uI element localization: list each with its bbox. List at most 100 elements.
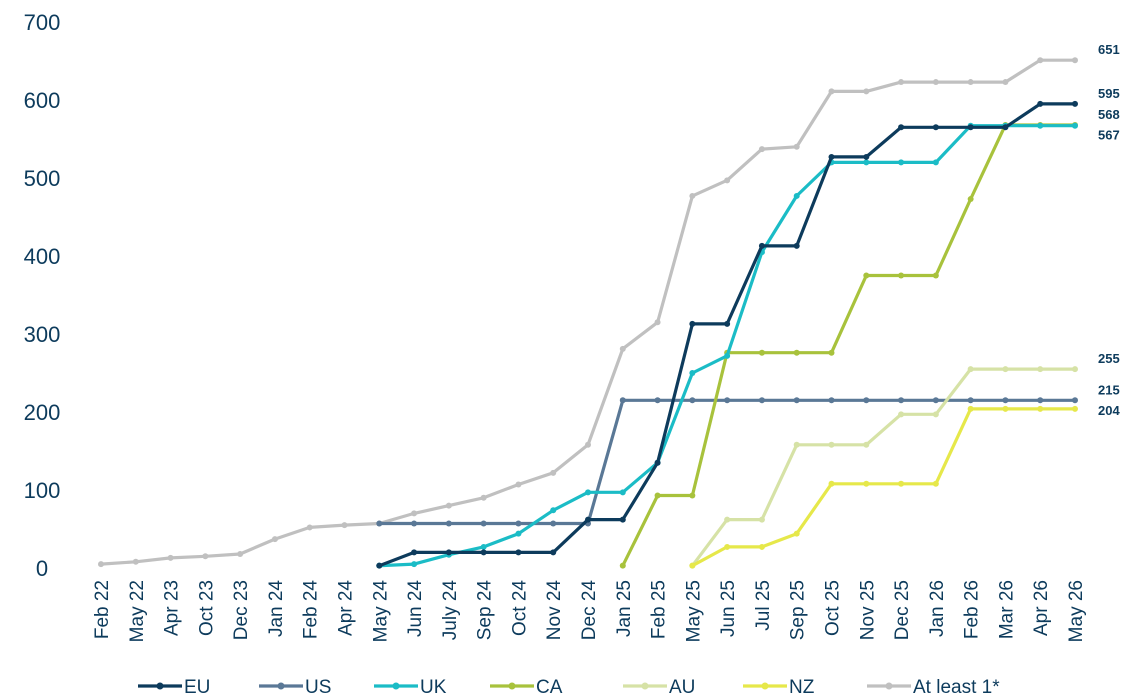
legend-swatch-marker [156, 682, 164, 690]
x-tick-label: Feb 25 [649, 580, 670, 639]
y-tick-label: 500 [24, 166, 61, 191]
legend-item: US [259, 677, 331, 698]
data-point [932, 272, 939, 279]
data-point [654, 492, 661, 499]
data-point [793, 530, 800, 537]
data-point [828, 480, 835, 487]
data-point [445, 502, 452, 509]
end-value-label: 215 [1098, 382, 1120, 397]
data-point [445, 549, 452, 556]
data-point [863, 272, 870, 279]
data-point [237, 550, 244, 557]
legend-swatch-marker [392, 682, 400, 690]
series-eu [376, 100, 1078, 569]
data-point [1072, 100, 1078, 107]
y-tick-label: 400 [24, 244, 61, 269]
data-point [932, 79, 939, 86]
end-labels: 595 215 567 568 255 204 651 [1098, 42, 1120, 418]
data-point [550, 520, 557, 527]
y-tick-label: 600 [24, 88, 61, 113]
data-point [550, 507, 557, 514]
legend-label: EU [184, 677, 210, 698]
data-point [515, 520, 522, 527]
legend-item: UK [374, 677, 447, 698]
x-tick-label: Feb 26 [962, 580, 983, 639]
data-point [863, 441, 870, 448]
series-line [621, 123, 1077, 568]
data-point [689, 562, 696, 569]
data-point [376, 562, 383, 569]
data-point [828, 349, 835, 356]
data-point [689, 397, 696, 404]
series-line [99, 58, 1077, 566]
data-point [341, 522, 348, 529]
data-point [863, 159, 870, 166]
data-point [967, 196, 974, 203]
x-tick-label: Oct 25 [823, 580, 844, 636]
data-point [828, 397, 835, 404]
legend-item: NZ [743, 677, 815, 698]
data-point [898, 272, 905, 279]
data-point [1072, 405, 1078, 412]
data-point [1072, 397, 1078, 404]
data-point [411, 510, 418, 517]
series-line [690, 407, 1077, 568]
y-tick-label: 200 [24, 400, 61, 425]
end-value-label: 255 [1098, 351, 1120, 366]
data-point [758, 242, 765, 249]
x-tick-label: Oct 23 [196, 580, 217, 636]
data-point [967, 124, 974, 131]
series-line [377, 398, 1077, 526]
data-point [1037, 57, 1044, 64]
data-point [724, 543, 731, 550]
data-point [1037, 366, 1044, 373]
x-tick-label: Dec 23 [231, 580, 252, 640]
x-tick-label: May 24 [370, 580, 391, 643]
data-point [758, 397, 765, 404]
data-point [411, 561, 418, 568]
data-point [828, 153, 835, 160]
data-point [619, 516, 626, 523]
data-point [1037, 397, 1044, 404]
data-point [932, 411, 939, 418]
data-point [898, 124, 905, 131]
data-point [1037, 100, 1044, 107]
x-tick-label: Jan 25 [614, 580, 635, 637]
legend-swatch-marker [641, 682, 649, 690]
data-point [1002, 405, 1009, 412]
data-point [480, 520, 487, 527]
end-value-label: 568 [1098, 107, 1120, 122]
data-point [932, 480, 939, 487]
y-tick-label: 300 [24, 322, 61, 347]
data-point [1002, 79, 1009, 86]
data-point [654, 459, 661, 466]
data-point [480, 549, 487, 556]
data-point [480, 494, 487, 501]
data-point [550, 549, 557, 556]
x-tick-label: Nov 25 [857, 580, 878, 640]
data-point [1002, 366, 1009, 373]
data-point [1072, 366, 1078, 373]
data-point [619, 397, 626, 404]
x-tick-label: Sep 24 [475, 580, 496, 641]
data-point [724, 352, 731, 359]
data-point [619, 489, 626, 496]
x-tick-label: Apr 23 [162, 580, 183, 636]
data-point [793, 242, 800, 249]
data-point [202, 553, 209, 560]
legend-swatch-marker [508, 682, 516, 690]
data-point [967, 397, 974, 404]
legend-swatch-marker [277, 682, 285, 690]
data-point [967, 366, 974, 373]
data-point [898, 159, 905, 166]
data-point [585, 489, 591, 496]
x-tick-label: May 26 [1066, 580, 1087, 642]
data-point [1002, 397, 1009, 404]
y-tick-label: 0 [36, 556, 48, 581]
data-point [689, 492, 696, 499]
y-tick-label: 100 [24, 478, 61, 503]
data-point [271, 536, 278, 543]
x-tick-label: Apr 24 [336, 580, 357, 636]
data-point [758, 543, 765, 550]
data-point [828, 88, 835, 95]
